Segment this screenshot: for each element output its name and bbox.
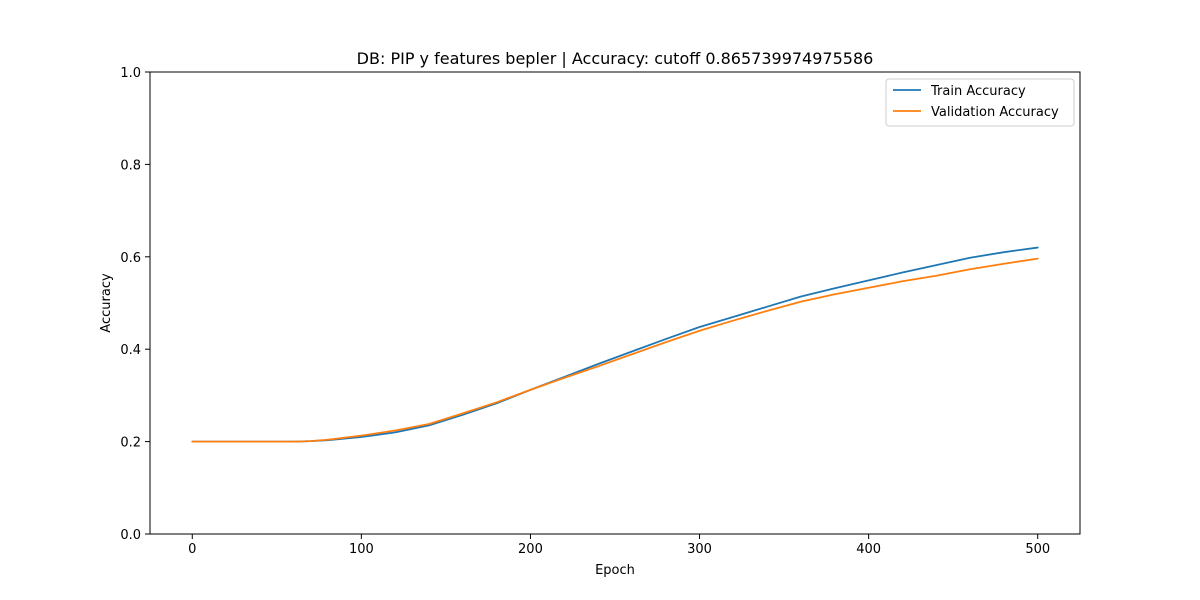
plot-frame [149,71,1081,535]
x-axis: 0 100 200 300 400 500 [188,534,1050,557]
legend: Train Accuracy Validation Accuracy [885,78,1075,127]
y-tick-label: 0.4 [120,343,141,358]
x-tick-label: 200 [518,542,543,557]
y-tick-label: 0.6 [120,251,141,266]
y-tick-label: 1.0 [120,66,141,81]
chart-title: DB: PIP y features bepler | Accuracy: cu… [357,49,874,68]
x-tick-label: 400 [856,542,881,557]
x-tick-label: 300 [687,542,712,557]
legend-box [885,78,1075,127]
series-line-train-accuracy [191,246,1039,443]
x-tick-label: 0 [188,542,196,557]
legend-label: Train Accuracy [930,84,1026,99]
y-axis-label: Accuracy [99,273,114,333]
y-tick-label: 0.8 [120,158,141,173]
series-layer [191,246,1039,443]
y-tick-label: 0.2 [120,436,141,451]
x-axis-label: Epoch [595,563,635,578]
series-line-validation-accuracy [191,257,1039,443]
legend-label: Validation Accuracy [931,105,1059,120]
x-tick-label: 100 [349,542,374,557]
y-axis: 0.0 0.2 0.4 0.6 0.8 1.0 [120,66,150,543]
y-tick-label: 0.0 [120,528,141,543]
x-tick-label: 500 [1025,542,1050,557]
